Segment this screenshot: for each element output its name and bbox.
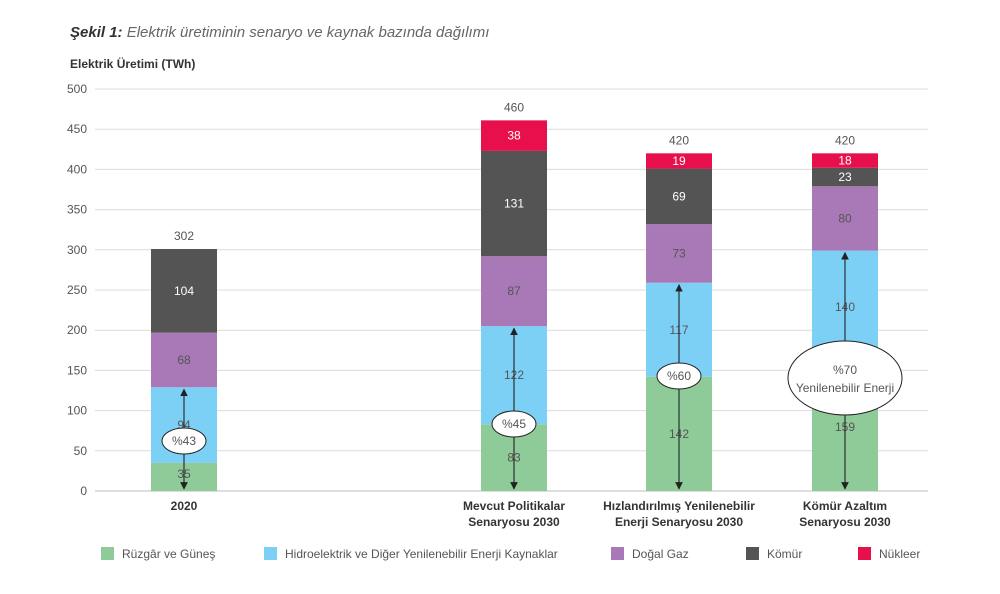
y-tick-label: 250 [67,283,87,297]
y-tick-label: 0 [80,484,87,498]
renewable-share-label: %43 [172,434,196,448]
y-tick-label: 450 [67,122,87,136]
y-tick-label: 100 [67,404,87,418]
bar-value-label: 19 [672,154,686,168]
bar-segment [812,153,878,168]
bar-total-label: 460 [504,100,524,114]
y-tick-label: 350 [67,203,87,217]
bar-value-label: 38 [507,129,521,143]
bar-segment [812,186,878,251]
bar-value-label: 69 [672,189,686,203]
legend-label: Rüzgâr ve Güneş [122,547,215,561]
category-label: Enerji Senaryosu 2030 [615,515,743,529]
category-label: Senaryosu 2030 [468,515,560,529]
legend-swatch [746,547,759,560]
category-label: Hızlandırılmış Yenilenebilir [603,499,755,513]
renewable-share-label: %45 [502,417,526,431]
renewable-share-label: %60 [667,369,691,383]
figure-title-text: Elektrik üretiminin senaryo ve kaynak ba… [126,24,490,41]
bar-value-label: 68 [177,353,191,367]
legend-swatch [611,547,624,560]
bar-segment [481,256,547,327]
bar-value-label: 104 [174,284,194,298]
bar-segment [646,153,712,169]
bar-total-label: 302 [174,229,194,243]
figure-title-prefix: Şekil 1: [70,24,123,41]
legend-label: Kömür [767,547,802,561]
bar-value-label: 18 [838,154,852,168]
category-label: Kömür Azaltım [803,499,887,513]
bar-segment [481,120,547,151]
bar-total-label: 420 [669,133,689,147]
bar-segment [481,150,547,257]
renewable-share-bubble [491,410,537,438]
figure-title: Şekil 1: Elektrik üretiminin senaryo ve … [70,24,489,41]
renewable-share-caption: Yenilenebilir Enerji [796,381,894,395]
bar-value-label: 23 [838,170,852,184]
renewable-share-bubble [161,427,207,455]
renewable-share-label: %70 [833,363,857,377]
y-tick-label: 400 [67,162,87,176]
bar-value-label: 131 [504,197,524,211]
category-label: Mevcut Politikalar [463,499,565,513]
bar-total-label: 420 [835,133,855,147]
legend-swatch [264,547,277,560]
bar-segment [151,332,217,388]
y-tick-label: 150 [67,363,87,377]
bar-segment [151,248,217,333]
bar-segment [812,167,878,187]
bar-value-label: 87 [507,284,521,298]
renewable-share-bubble [656,362,702,390]
category-label: 2020 [171,499,198,513]
bar-segment [646,224,712,283]
legend-label: Nükleer [879,547,920,561]
bar-value-label: 80 [838,211,852,225]
y-tick-label: 200 [67,323,87,337]
y-tick-label: 500 [67,82,87,96]
legend-swatch [101,547,114,560]
legend-label: Hidroelektrik ve Diğer Yenilenebilir Ene… [285,547,558,561]
legend-label: Doğal Gaz [632,547,689,561]
legend-swatch [858,547,871,560]
y-axis-label: Elektrik Üretimi (TWh) [70,57,196,71]
category-label: Senaryosu 2030 [799,515,891,529]
y-tick-label: 300 [67,243,87,257]
bar-value-label: 73 [672,246,686,260]
bar-segment [646,168,712,225]
renewable-share-bubble [787,340,903,416]
y-tick-label: 50 [74,444,88,458]
